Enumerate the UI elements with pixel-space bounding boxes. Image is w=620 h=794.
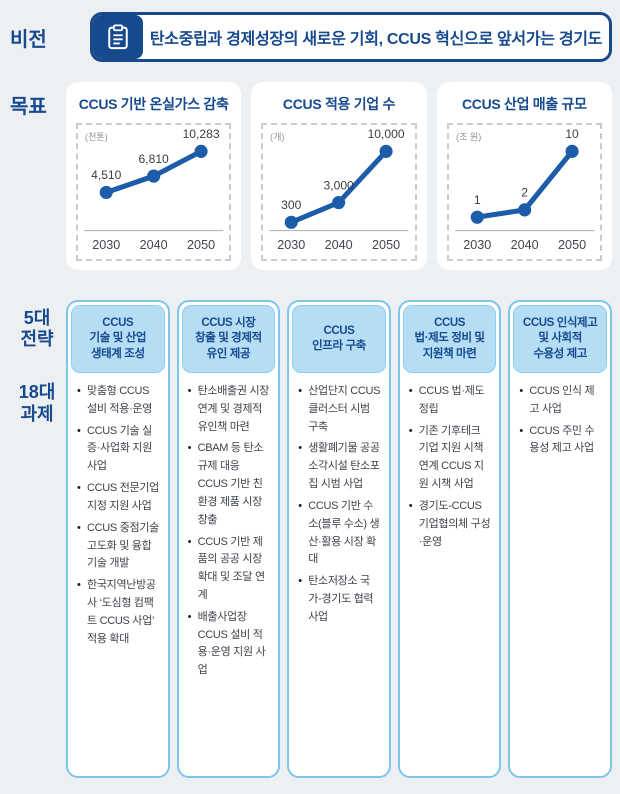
strategy-section: 5대 전략 18대 과제 CCUS 기술 및 산업 생태계 조성 맞춤형 CCU…	[8, 300, 612, 778]
strategy-header: CCUS 인프라 구축	[292, 305, 386, 373]
strategy-column-infrastructure: CCUS 인프라 구축 산업단지 CCUS 클러스터 시범 구축 생활폐기물 공…	[287, 300, 391, 778]
strategy-column-market-incentive: CCUS 시장 창출 및 경제적 유인 제공 탄소배출권 시장 연계 및 경제적…	[176, 300, 281, 778]
strategy-header: CCUS 시장 창출 및 경제적 유인 제공	[181, 305, 276, 373]
clipboard-icon	[93, 15, 143, 59]
strategy-header: CCUS 법·제도 정비 및 지원책 마련	[402, 305, 497, 373]
strategy-column-tech-ecosystem: CCUS 기술 및 산업 생태계 조성 맞춤형 CCUS 설비 적용·운영 CC…	[66, 300, 170, 778]
task-list: CCUS 인식 제고 사업 CCUS 주민 수용성 제고 사업	[513, 373, 607, 468]
tasks-label: 18대 과제	[18, 382, 56, 424]
svg-text:2030: 2030	[92, 238, 120, 252]
strategy-column-legal-support: CCUS 법·제도 정비 및 지원책 마련 CCUS 법·제도 정립 기존 기후…	[397, 300, 502, 778]
task-item: CCUS 전문기업 지정 지원 사업	[77, 480, 161, 516]
svg-text:300: 300	[281, 198, 301, 212]
svg-text:(천톤): (천톤)	[85, 132, 108, 142]
svg-text:3,000: 3,000	[324, 178, 355, 192]
svg-text:2030: 2030	[278, 238, 306, 252]
vision-label: 비전	[10, 28, 47, 51]
svg-text:2040: 2040	[140, 238, 168, 252]
svg-text:1: 1	[474, 193, 481, 207]
task-item: CCUS 기반 제품의 공공 시장 확대 및 조달 연계	[188, 534, 272, 605]
goal-chart-card-companies: CCUS 적용 기업 수 (개) 300 2030 3,000 2040 10,000 20…	[251, 82, 427, 270]
task-list: 산업단지 CCUS 클러스터 시범 구축 생활폐기물 공공소각시설 탄소포집 시…	[292, 373, 386, 637]
svg-text:(조 원): (조 원)	[456, 132, 481, 142]
svg-text:2050: 2050	[558, 238, 586, 252]
task-item: 배출사업장 CCUS 설비 적용·운영 지원 사업	[188, 609, 272, 680]
goals-label: 목표	[10, 96, 47, 118]
task-list: 탄소배출권 시장 연계 및 경제적 유인책 마련 CBAM 등 탄소규제 대응 …	[182, 373, 276, 690]
svg-text:2040: 2040	[325, 238, 353, 252]
goal-chart-card-ghg: CCUS 기반 온실가스 감축 (천톤) 4,510 2030 6,810 2040 10…	[66, 82, 242, 270]
vision-statement: 탄소중립과 경제성장의 새로운 기회, CCUS 혁신으로 앞서가는 경기도	[149, 31, 603, 48]
line-chart: (조 원) 1 2030 2 2040 10 2050	[446, 123, 602, 261]
task-item: CCUS 기반 수소(블루 수소) 생산·활용 시장 확대	[298, 498, 382, 569]
task-item: CCUS 중점기술 고도화 및 융합기술 개발	[77, 520, 161, 573]
strategy-columns: CCUS 기술 및 산업 생태계 조성 맞춤형 CCUS 설비 적용·운영 CC…	[66, 300, 612, 778]
goals-section: 목표 CCUS 기반 온실가스 감축 (천톤) 4,510 2030 6,810 204…	[8, 82, 612, 270]
line-chart: (천톤) 4,510 2030 6,810 2040 10,283 2050	[76, 123, 232, 261]
task-list: 맞춤형 CCUS 설비 적용·운영 CCUS 기술 실증·사업화 지원 사업 C…	[71, 373, 165, 658]
strategy-column-awareness-acceptance: CCUS 인식제고 및 사회적 수용성 제고 CCUS 인식 제고 사업 CCU…	[508, 300, 612, 778]
svg-text:6,810: 6,810	[139, 152, 170, 166]
svg-text:10,283: 10,283	[183, 127, 220, 141]
vision-box: 탄소중립과 경제성장의 새로운 기회, CCUS 혁신으로 앞서가는 경기도	[90, 12, 612, 62]
svg-text:2040: 2040	[510, 238, 538, 252]
chart-title: CCUS 기반 온실가스 감축	[78, 96, 229, 112]
strategy-header: CCUS 인식제고 및 사회적 수용성 제고	[513, 305, 607, 373]
svg-text:2030: 2030	[463, 238, 491, 252]
infographic: 비전 탄소중립과 경제성장의 새로운 기회, CCUS 혁신으로 앞서가는 경기…	[0, 0, 620, 778]
chart-title: CCUS 산업 매출 규모	[461, 96, 587, 112]
svg-text:2050: 2050	[372, 238, 400, 252]
svg-text:2: 2	[521, 186, 528, 200]
line-chart: (개) 300 2030 3,000 2040 10,000 2050	[261, 123, 417, 261]
chart-title: CCUS 적용 기업 수	[282, 96, 396, 112]
strategy-header: CCUS 기술 및 산업 생태계 조성	[71, 305, 165, 373]
goal-charts: CCUS 기반 온실가스 감축 (천톤) 4,510 2030 6,810 2040 10…	[66, 82, 612, 270]
strategies-label: 5대 전략	[20, 308, 54, 350]
svg-text:(개): (개)	[270, 132, 284, 142]
task-item: 탄소배출권 시장 연계 및 경제적 유인책 마련	[188, 383, 272, 436]
task-item: 생활폐기물 공공소각시설 탄소포집 시범 사업	[298, 440, 382, 493]
task-item: 산업단지 CCUS 클러스터 시범 구축	[298, 383, 382, 436]
task-item: CCUS 인식 제고 사업	[519, 383, 603, 419]
task-item: CCUS 주민 수용성 제고 사업	[519, 423, 603, 459]
task-list: CCUS 법·제도 정립 기존 기후테크 기업 지원 시책 연계 CCUS 지원…	[403, 373, 497, 561]
task-item: 탄소저장소 국가-경기도 협력 사업	[298, 573, 382, 626]
task-item: 경기도-CCUS 기업협의체 구성·운영	[409, 498, 493, 551]
svg-text:4,510: 4,510	[91, 168, 122, 182]
goal-chart-card-sales: CCUS 산업 매출 규모 (조 원) 1 2030 2 2040 10 2050	[436, 82, 612, 270]
task-item: 한국지역난방공사 ‘도심형 컴팩트 CCUS 사업’ 적용 확대	[77, 577, 161, 648]
vision-section: 비전 탄소중립과 경제성장의 새로운 기회, CCUS 혁신으로 앞서가는 경기…	[8, 12, 612, 62]
svg-text:10: 10	[565, 127, 579, 141]
task-item: 맞춤형 CCUS 설비 적용·운영	[77, 383, 161, 419]
task-item: CCUS 법·제도 정립	[409, 383, 493, 419]
svg-text:10,000: 10,000	[368, 127, 405, 141]
strategy-labels: 5대 전략 18대 과제	[8, 300, 66, 778]
task-item: CBAM 등 탄소규제 대응 CCUS 기반 친환경 제품 시장 창출	[188, 440, 272, 529]
svg-text:2050: 2050	[187, 238, 215, 252]
task-item: 기존 기후테크 기업 지원 시책 연계 CCUS 지원 시책 사업	[409, 423, 493, 494]
task-item: CCUS 기술 실증·사업화 지원 사업	[77, 423, 161, 476]
